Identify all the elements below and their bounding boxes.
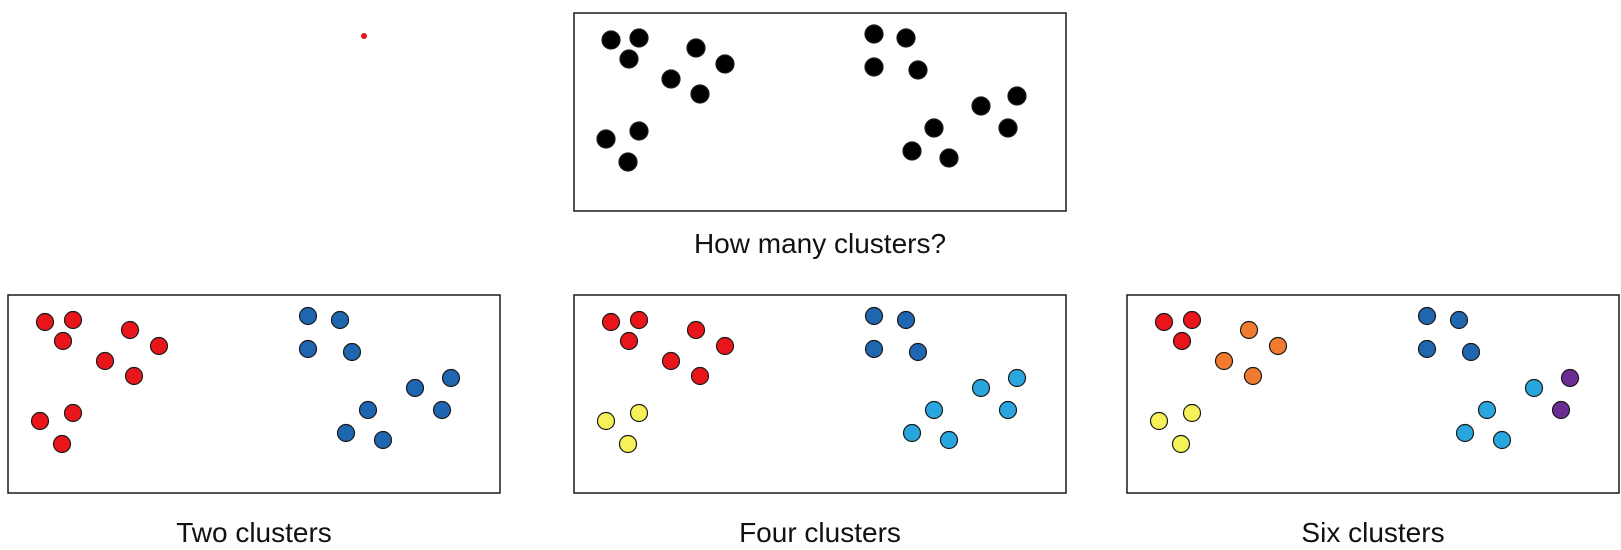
data-point-light-blue <box>971 378 991 398</box>
data-point-blue <box>336 423 356 443</box>
data-point-red <box>1172 331 1192 351</box>
data-point-red <box>619 331 639 351</box>
data-point-blue <box>342 342 362 362</box>
data-point-light-blue <box>902 423 922 443</box>
data-point-purple <box>1551 400 1571 420</box>
panel-six-clusters <box>1126 294 1620 494</box>
panel-caption-four-clusters: Four clusters <box>739 517 901 548</box>
panel-caption-question: How many clusters? <box>694 228 946 259</box>
data-point-red <box>30 411 50 431</box>
data-point-red <box>686 320 706 340</box>
data-point-red <box>601 312 621 332</box>
data-point-light-blue <box>1455 423 1475 443</box>
data-point-light-blue <box>939 430 959 450</box>
panel-frame <box>573 12 1067 212</box>
data-point-blue <box>1417 339 1437 359</box>
data-point-orange <box>1214 351 1234 371</box>
data-point-light-blue <box>1492 430 1512 450</box>
panel-caption-two-clusters: Two clusters <box>176 517 332 548</box>
data-point-red <box>52 434 72 454</box>
data-point-red <box>629 310 649 330</box>
panel-frame <box>7 294 501 494</box>
panel-frame <box>1126 294 1620 494</box>
data-point-orange <box>1239 320 1259 340</box>
data-point-black <box>629 121 649 141</box>
data-point-black <box>686 38 706 58</box>
data-point-black <box>864 24 884 44</box>
data-point-light-blue <box>924 400 944 420</box>
panel-caption-six-clusters: Six clusters <box>1301 517 1444 548</box>
data-point-blue <box>864 306 884 326</box>
panel-two-clusters <box>7 294 501 494</box>
data-point-black <box>618 152 638 172</box>
data-point-black <box>998 118 1018 138</box>
data-point-blue <box>908 342 928 362</box>
points-group <box>596 24 1027 172</box>
data-point-blue <box>358 400 378 420</box>
data-point-light-blue <box>998 400 1018 420</box>
data-point-black <box>971 96 991 116</box>
data-point-red <box>661 351 681 371</box>
data-point-red <box>35 312 55 332</box>
data-point-black <box>619 49 639 69</box>
data-point-red <box>95 351 115 371</box>
data-point-blue <box>1449 310 1469 330</box>
data-point-blue <box>1417 306 1437 326</box>
data-point-purple <box>1560 368 1580 388</box>
data-point-yellow <box>618 434 638 454</box>
data-point-red <box>63 310 83 330</box>
data-point-yellow <box>629 403 649 423</box>
data-point-blue <box>373 430 393 450</box>
points-group <box>1149 306 1580 454</box>
data-point-red <box>690 366 710 386</box>
data-point-red <box>715 336 735 356</box>
data-point-blue <box>896 310 916 330</box>
data-point-yellow <box>1149 411 1169 431</box>
data-point-light-blue <box>1477 400 1497 420</box>
data-point-black <box>661 69 681 89</box>
stray-red-dot <box>361 33 367 39</box>
points-group <box>30 306 461 454</box>
data-point-yellow <box>1182 403 1202 423</box>
panel-question <box>573 12 1067 212</box>
data-point-black <box>715 54 735 74</box>
data-point-red <box>1182 310 1202 330</box>
data-point-black <box>596 129 616 149</box>
data-point-red <box>1154 312 1174 332</box>
data-point-blue <box>298 306 318 326</box>
data-point-blue <box>441 368 461 388</box>
data-point-yellow <box>596 411 616 431</box>
data-point-black <box>939 148 959 168</box>
data-point-black <box>908 60 928 80</box>
data-point-blue <box>330 310 350 330</box>
data-point-black <box>924 118 944 138</box>
data-point-black <box>1007 86 1027 106</box>
data-point-black <box>864 57 884 77</box>
data-point-red <box>63 403 83 423</box>
data-point-black <box>629 28 649 48</box>
data-point-light-blue <box>1524 378 1544 398</box>
data-point-yellow <box>1171 434 1191 454</box>
data-point-blue <box>405 378 425 398</box>
points-group <box>596 306 1027 454</box>
data-point-blue <box>864 339 884 359</box>
data-point-red <box>120 320 140 340</box>
data-point-red <box>149 336 169 356</box>
data-point-blue <box>1461 342 1481 362</box>
panel-four-clusters <box>573 294 1067 494</box>
data-point-black <box>601 30 621 50</box>
data-point-red <box>124 366 144 386</box>
data-point-black <box>690 84 710 104</box>
data-point-orange <box>1268 336 1288 356</box>
data-point-light-blue <box>1007 368 1027 388</box>
data-point-blue <box>432 400 452 420</box>
data-point-black <box>902 141 922 161</box>
data-point-red <box>53 331 73 351</box>
data-point-blue <box>298 339 318 359</box>
panel-frame <box>573 294 1067 494</box>
data-point-orange <box>1243 366 1263 386</box>
data-point-black <box>896 28 916 48</box>
